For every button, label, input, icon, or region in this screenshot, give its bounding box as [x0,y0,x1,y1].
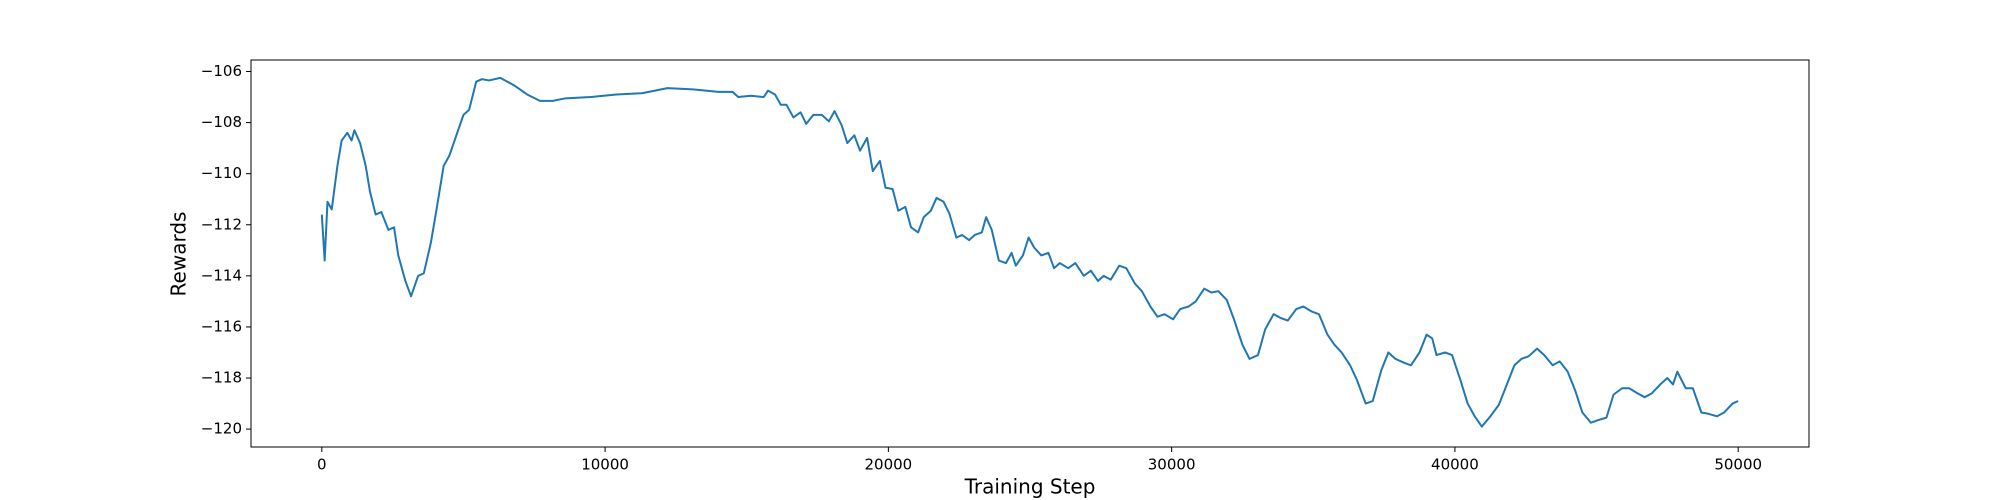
y-tick-label: −114 [201,266,242,284]
y-axis-label: Rewards [167,212,191,297]
x-tick-label: 0 [317,456,327,474]
y-tick-label: −120 [201,420,242,438]
y-tick-label: −106 [201,62,242,80]
plot-frame [250,59,1810,448]
x-tick-label: 40000 [1431,456,1479,474]
x-tick-label: 50000 [1714,456,1762,474]
y-tick-label: −118 [201,369,242,387]
x-tick-label: 30000 [1148,456,1196,474]
y-tick-label: −110 [201,164,242,182]
y-tick-label: −116 [201,317,242,335]
x-tick-label: 20000 [865,456,913,474]
y-tick-label: −112 [201,215,242,233]
y-tick-label: −108 [201,113,242,131]
x-tick-label: 10000 [581,456,629,474]
x-axis-label: Training Step [964,475,1096,499]
line-series [320,76,1739,428]
